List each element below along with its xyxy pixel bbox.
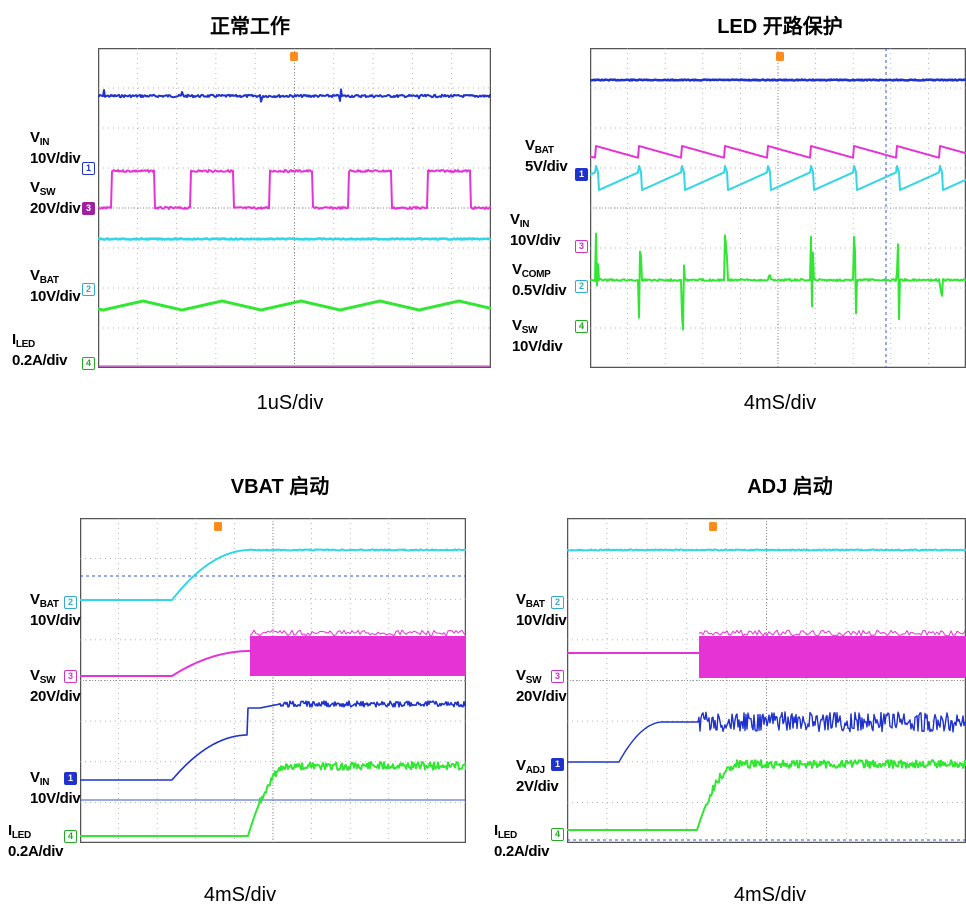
timebase-label: 1uS/div (256, 392, 324, 414)
scope-center-axes (80, 518, 466, 843)
trace-vbat (590, 78, 966, 82)
label-ch1: VADJ 2V/div (516, 757, 559, 795)
trace-vbat (98, 237, 491, 241)
trace-vadj (567, 711, 966, 763)
label-ch3: VSW 20V/div (30, 667, 81, 705)
label-ch4: ILED 0.2A/div (494, 822, 550, 860)
trigger-marker (709, 522, 717, 531)
panel-title: ADJ 启动 (747, 476, 833, 498)
marker-ch3: 3 (64, 670, 77, 683)
trace-iled (567, 759, 966, 831)
label-ch1: VIN 10V/div (30, 129, 81, 167)
marker-ch2: 2 (575, 280, 588, 293)
label-ch4: ILED 0.2A/div (12, 331, 68, 369)
trace-vsw-noise (249, 629, 466, 637)
label-ch3: VSW 20V/div (30, 179, 81, 217)
scope-traces (567, 518, 966, 843)
marker-ch3: 3 (551, 670, 564, 683)
label-ch2: VBAT 10V/div (30, 267, 81, 305)
label-ch3: VSW 20V/div (516, 667, 567, 705)
trigger-marker (290, 52, 298, 61)
trace-vbat (80, 548, 466, 601)
label-ch1: VIN 10V/div (30, 769, 81, 807)
scope-screen (567, 518, 966, 843)
trace-iled (98, 299, 491, 312)
label-ch3: VIN 10V/div (510, 211, 561, 249)
panel-title: VBAT 启动 (230, 476, 330, 498)
scope-screen (98, 48, 491, 368)
marker-ch1: 1 (82, 162, 95, 175)
marker-ch1: 1 (64, 772, 77, 785)
scope-center-axes (567, 518, 966, 843)
trace-vsw (590, 232, 966, 331)
trace-vsw-burst (699, 636, 966, 678)
marker-ch3: 3 (82, 202, 95, 215)
trigger-marker (214, 522, 222, 531)
marker-ch4: 4 (575, 320, 588, 333)
trace-vsw-burst (250, 636, 466, 676)
timebase-label: 4mS/div (203, 884, 277, 906)
marker-ch3: 3 (575, 240, 588, 253)
label-ch2: VBAT 10V/div (516, 591, 567, 629)
marker-ch4: 4 (82, 357, 95, 370)
scope-traces (80, 518, 466, 843)
trace-vcomp (590, 165, 966, 191)
trace-vin (98, 88, 491, 103)
trace-vsw (80, 650, 250, 677)
scope-screen (590, 48, 966, 368)
scope-center-axes (590, 48, 966, 368)
label-ch1: VBAT 5V/div (525, 137, 568, 175)
panel-title: LED 开路保护 (717, 16, 843, 38)
label-ch2: VCOMP 0.5V/div (512, 261, 567, 299)
trace-vsw (98, 169, 491, 210)
scope-screen (80, 518, 466, 843)
trace-iled (80, 761, 466, 837)
trigger-marker (776, 52, 784, 61)
marker-ch1: 1 (551, 758, 564, 771)
label-ch4: VSW 10V/div (512, 317, 563, 355)
timebase-label: 4mS/div (743, 392, 817, 414)
marker-ch4: 4 (64, 830, 77, 843)
trace-vin (80, 700, 466, 781)
marker-ch1: 1 (575, 168, 588, 181)
timebase-label: 4mS/div (733, 884, 807, 906)
marker-ch2: 2 (64, 596, 77, 609)
marker-ch2: 2 (82, 283, 95, 296)
trace-vsw-noise (698, 629, 966, 637)
trace-vbat (567, 548, 966, 552)
label-ch4: ILED 0.2A/div (8, 822, 64, 860)
marker-ch4: 4 (551, 828, 564, 841)
marker-ch2: 2 (551, 596, 564, 609)
label-ch2: VBAT 10V/div (30, 591, 81, 629)
scope-traces (590, 48, 966, 368)
panel-title: 正常工作 (210, 16, 290, 38)
trace-vin (590, 145, 966, 159)
scope-traces (98, 48, 491, 368)
